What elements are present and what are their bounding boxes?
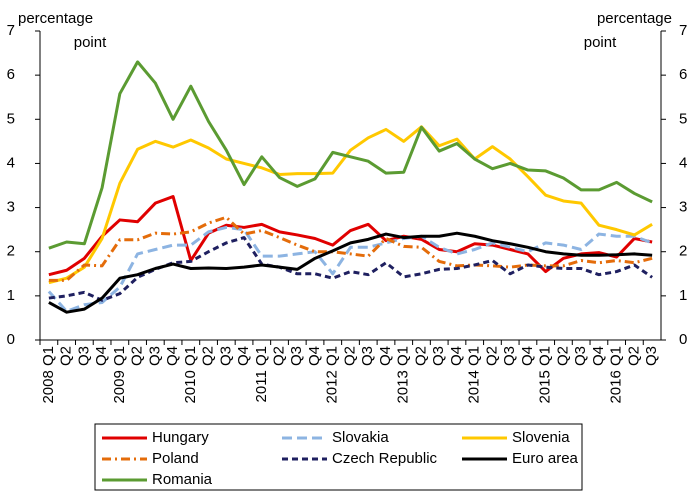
x-tick-label: 2008 Q1	[40, 346, 57, 404]
y-axis-label: point	[74, 34, 107, 51]
y-tick-label: 7	[7, 22, 15, 39]
x-tick-label: Q3	[359, 346, 376, 366]
x-tick-label: Q3	[572, 346, 589, 366]
x-tick-label: Q2	[58, 346, 75, 366]
x-tick-label: 2015 Q1	[537, 346, 554, 404]
y-tick-label: 0	[7, 331, 15, 348]
y-axis-label: percentage	[18, 10, 93, 27]
series-line	[48, 60, 653, 250]
y2-tick-label: 3	[679, 199, 687, 216]
x-tick-label: Q2	[483, 346, 500, 366]
x-tick-label: Q3	[501, 346, 518, 366]
y-tick-label: 6	[7, 66, 15, 83]
y2-tick-label: 2	[679, 243, 687, 260]
x-tick-label: Q4	[590, 346, 607, 366]
legend-label: Poland	[152, 450, 199, 467]
y2-tick-label: 4	[679, 154, 687, 171]
series-line	[48, 215, 653, 282]
x-tick-label: Q4	[519, 346, 536, 366]
x-tick-label: Q3	[643, 346, 660, 366]
legend-label: Euro area	[512, 450, 579, 467]
series-line	[48, 125, 653, 285]
x-tick-label: Q2	[412, 346, 429, 366]
x-tick-label: Q2	[129, 346, 146, 366]
legend-label: Czech Republic	[332, 450, 438, 467]
x-tick-label: 2014 Q1	[466, 346, 483, 404]
y-tick-label: 4	[7, 154, 15, 171]
x-tick-label: Q2	[625, 346, 642, 366]
x-tick-label: 2010 Q1	[182, 346, 199, 404]
legend-box	[94, 423, 583, 491]
x-tick-label: Q4	[164, 346, 181, 366]
y-tick-label: 1	[7, 287, 15, 304]
y2-axis-label: percentage	[597, 10, 672, 27]
series-line	[47, 225, 653, 313]
y2-axis-label: point	[584, 34, 617, 51]
y2-tick-label: 0	[679, 331, 687, 348]
legend-label: Hungary	[152, 429, 209, 446]
legend-label: Slovenia	[512, 429, 570, 446]
x-tick-label: Q4	[93, 346, 110, 366]
x-tick-label: 2009 Q1	[111, 346, 128, 404]
x-tick-label: Q3	[288, 346, 305, 366]
y-tick-label: 5	[7, 110, 15, 127]
series-line	[48, 231, 653, 314]
x-tick-label: Q2	[554, 346, 571, 366]
y-tick-label: 2	[7, 243, 15, 260]
x-tick-label: Q4	[448, 346, 465, 366]
x-tick-label: 2011 Q1	[253, 346, 270, 402]
x-tick-label: 2016 Q1	[608, 346, 625, 404]
x-tick-label: Q3	[430, 346, 447, 366]
legend-label: Romania	[152, 471, 213, 488]
x-tick-label: Q4	[377, 346, 394, 366]
x-tick-label: Q2	[341, 346, 358, 366]
x-tick-label: Q2	[270, 346, 287, 366]
x-tick-label: Q4	[306, 346, 323, 366]
x-tick-label: 2012 Q1	[324, 346, 341, 404]
y2-tick-label: 6	[679, 66, 687, 83]
y-tick-label: 3	[7, 199, 15, 216]
legend-label: Slovakia	[332, 429, 389, 446]
series-line	[48, 195, 653, 277]
x-tick-label: Q4	[235, 346, 252, 366]
y2-tick-label: 5	[679, 110, 687, 127]
y2-tick-label: 7	[679, 22, 687, 39]
x-tick-label: Q3	[75, 346, 92, 366]
x-tick-label: Q3	[217, 346, 234, 366]
y2-tick-label: 1	[679, 287, 687, 304]
x-tick-label: Q2	[200, 346, 217, 366]
x-tick-label: 2013 Q1	[395, 346, 412, 404]
x-tick-label: Q3	[146, 346, 163, 366]
